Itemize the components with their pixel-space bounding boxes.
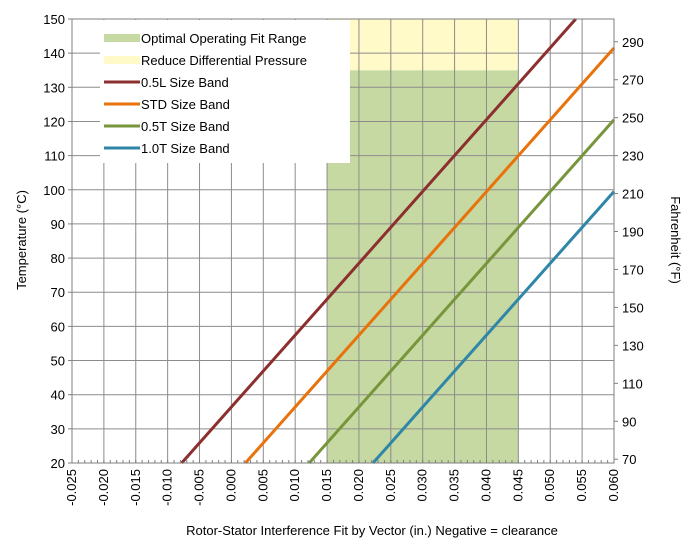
x-tick-label: 0.060 (606, 469, 621, 502)
y-axis-label: Temperature (°C) (14, 190, 29, 290)
legend-label: 1.0T Size Band (141, 141, 230, 156)
legend: Optimal Operating Fit Range Reduce Differ… (100, 20, 350, 163)
x-axis-label: Rotor-Stator Interference Fit by Vector … (186, 523, 558, 538)
y-tick-label: 130 (43, 80, 65, 95)
x-tick-label: -0.015 (128, 469, 143, 506)
y2-tick-label: 250 (622, 111, 644, 126)
legend-label: 0.5T Size Band (141, 119, 230, 134)
x-tick-label: 0.020 (351, 469, 366, 502)
x-tick-label: 0.055 (574, 469, 589, 502)
y-tick-label: 110 (44, 149, 65, 164)
y2-tick-label: 230 (622, 149, 644, 164)
x-tick-label: 0.000 (223, 469, 238, 502)
series-line-2 (308, 118, 616, 464)
legend-label: STD Size Band (141, 97, 230, 112)
y2-tick-label: 70 (622, 452, 636, 467)
y-tick-label: 70 (51, 285, 65, 300)
y-tick-label: 140 (43, 46, 65, 61)
y-tick-label: 120 (43, 114, 65, 129)
x-tick-label: 0.015 (319, 469, 334, 502)
legend-swatch (104, 34, 140, 42)
series-layer (180, 18, 616, 464)
y-tick-label: 50 (51, 354, 65, 369)
y-tick-label: 60 (51, 319, 65, 334)
x-tick-label: -0.010 (160, 469, 175, 506)
legend-box (100, 20, 350, 163)
x-tick-label: 0.040 (478, 469, 493, 502)
y-tick-label: 20 (51, 456, 65, 471)
y-tick-label: 150 (43, 12, 65, 27)
legend-label: Optimal Operating Fit Range (141, 31, 306, 46)
x-tick-label: 0.025 (383, 469, 398, 502)
legend-swatch (104, 56, 140, 64)
y-tick-label: 90 (51, 217, 65, 232)
y2-tick-label: 150 (622, 300, 644, 315)
x-tick-label: -0.005 (192, 469, 207, 506)
x-tick-label: 0.035 (447, 469, 462, 502)
x-tick-label: 0.010 (287, 469, 302, 502)
y2-tick-label: 270 (622, 73, 644, 88)
y2-tick-label: 90 (622, 414, 636, 429)
x-tick-label: -0.020 (96, 469, 111, 506)
y-tick-label: 80 (51, 251, 65, 266)
series-line-0 (180, 18, 577, 464)
x-tick-label: 0.030 (415, 469, 430, 502)
x-tick-label: 0.045 (510, 469, 525, 502)
y2-tick-label: 190 (622, 225, 644, 240)
legend-label: 0.5L Size Band (141, 75, 229, 90)
y-tick-label: 30 (51, 422, 65, 437)
series-line-1 (244, 47, 616, 464)
y2-tick-label: 210 (622, 187, 644, 202)
series-line-3 (371, 190, 616, 464)
y2-tick-label: 170 (622, 262, 644, 277)
x-tick-label: 0.050 (542, 469, 557, 502)
plot-frame (71, 18, 615, 464)
axis-layer: -0.025 -0.020 -0.015 -0.010 -0.005 0.000 0.005… (43, 12, 643, 506)
y2-tick-label: 290 (622, 35, 644, 50)
x-tick-label: -0.025 (64, 469, 79, 506)
x-tick-label: 0.005 (255, 469, 270, 502)
y2-tick-label: 110 (622, 376, 643, 391)
y2-tick-label: 130 (622, 338, 644, 353)
y2-axis-label: Fahrenheit (°F) (668, 196, 683, 284)
y-tick-label: 100 (43, 183, 65, 198)
y-tick-label: 40 (51, 388, 65, 403)
legend-label: Reduce Differential Pressure (141, 53, 307, 68)
